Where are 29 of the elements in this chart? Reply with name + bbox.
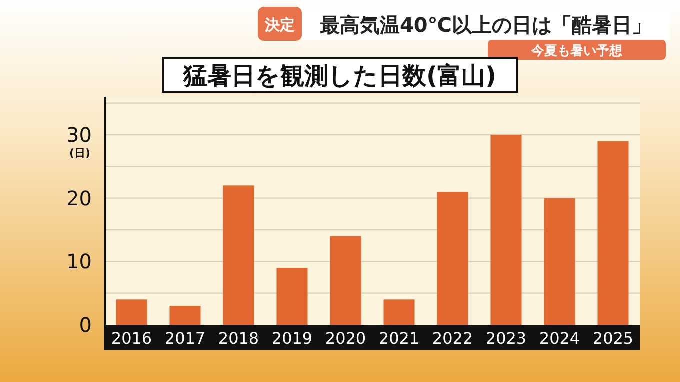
x-tick-label: 2023 [486, 329, 527, 348]
bar [223, 186, 254, 325]
chart-title: 猛暑日を観測した日数(富山) [182, 62, 496, 90]
x-tick-label: 2024 [539, 329, 580, 348]
y-tick-label: 10 [66, 250, 92, 274]
x-tick-label: 2021 [378, 329, 420, 348]
bar [330, 236, 362, 325]
bar [116, 300, 148, 325]
x-tick-label: 2017 [164, 329, 206, 348]
bar [544, 198, 576, 325]
x-tick-label: 2020 [325, 329, 366, 348]
bar [384, 300, 415, 325]
text: 最高気温40℃以上の日は「酷暑日」 [318, 13, 652, 37]
x-tick-label: 2018 [218, 329, 260, 348]
x-tick-label: 2016 [111, 329, 152, 348]
bar [490, 135, 522, 325]
text: 決定 [264, 16, 295, 34]
x-tick-label: 2025 [592, 329, 634, 348]
y-tick-label: 30 [66, 123, 92, 147]
y-tick-label: 0 [79, 313, 92, 337]
text: 今夏も暑い予想 [530, 43, 624, 59]
bar [437, 192, 468, 325]
bar [170, 306, 201, 325]
x-tick-label: 2022 [432, 329, 474, 348]
x-tick-label: 2019 [272, 329, 313, 348]
y-axis-title: (日) [69, 147, 91, 160]
bar [598, 141, 629, 325]
bar [276, 268, 308, 325]
y-tick-label: 20 [66, 186, 92, 210]
